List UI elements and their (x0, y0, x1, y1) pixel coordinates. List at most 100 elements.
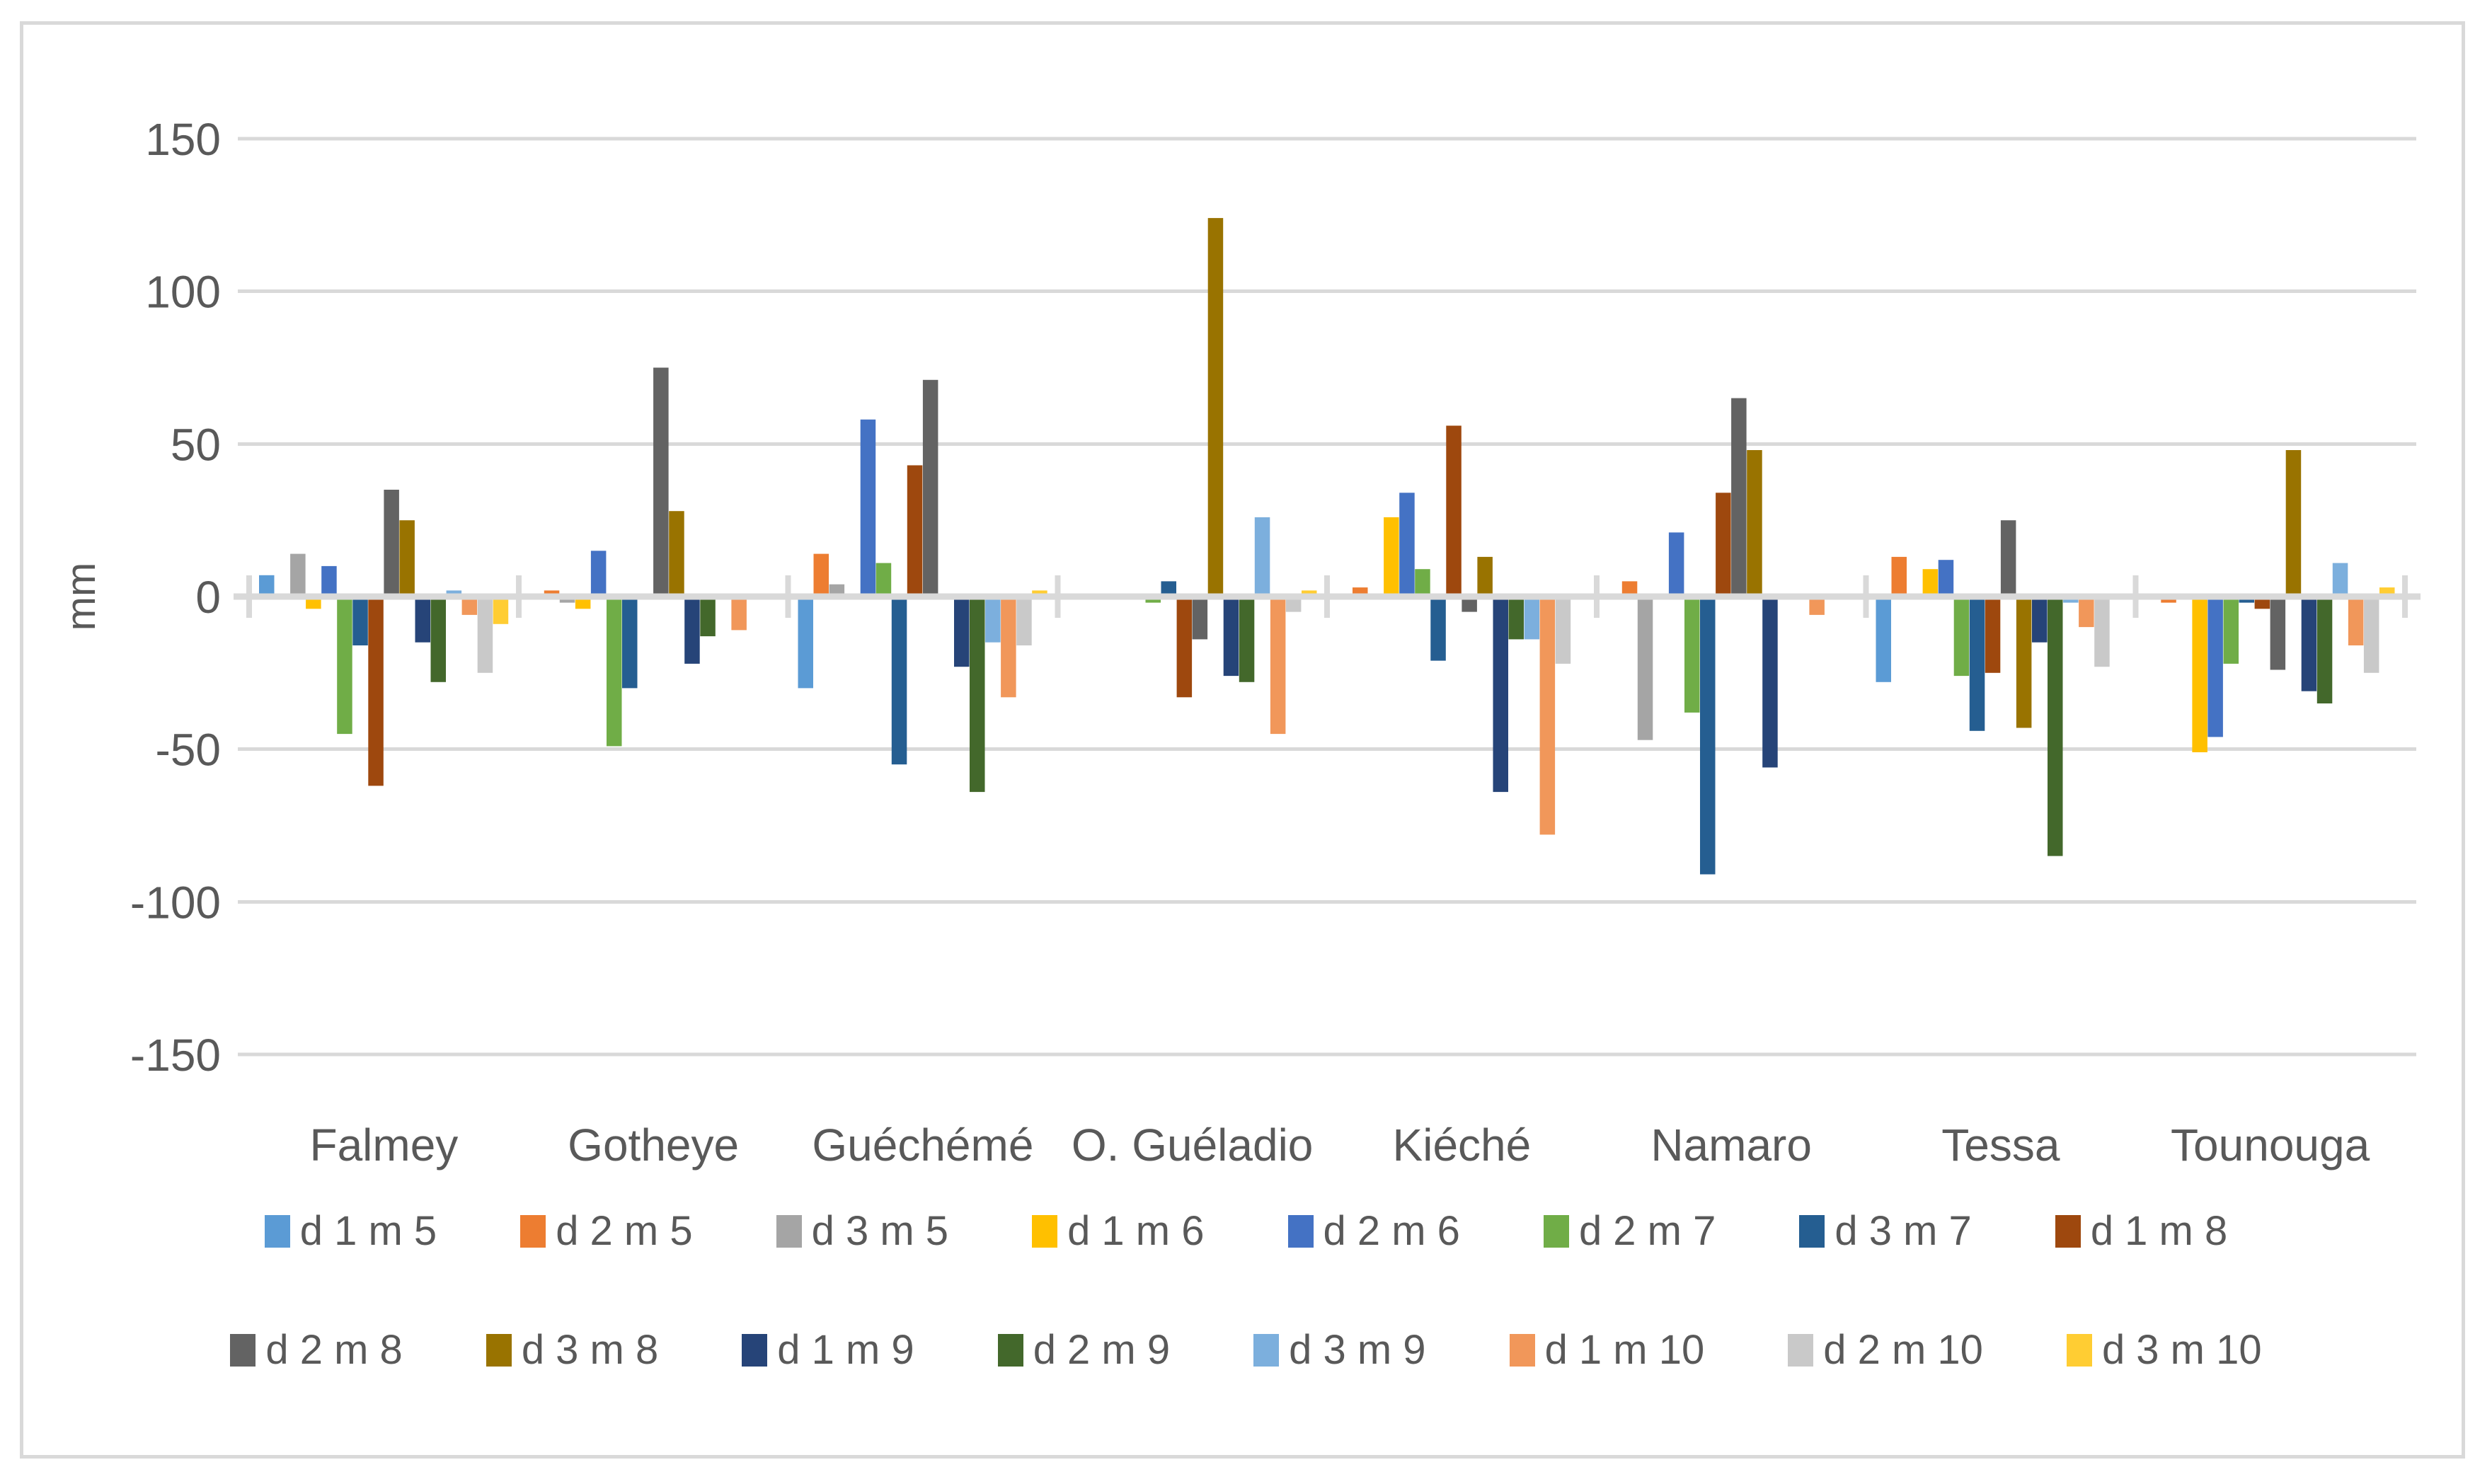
bar-d2m7-Namaro (1684, 597, 1700, 713)
bar-d2m8-Kiéché (1462, 597, 1477, 612)
legend-label: d 2 m 9 (1033, 1327, 1171, 1373)
bar-d3m8-O. Guéladio (1207, 218, 1224, 597)
y-tick-label: 50 (171, 419, 221, 470)
y-tick-label: -100 (130, 877, 221, 928)
legend-item-d2m5: d 2 m 5 (520, 1207, 693, 1255)
bar-d1m6-Tessa (1922, 569, 1939, 597)
bar-d2m8-Guéchémé (922, 379, 938, 597)
bar-d2m6-Kiéché (1399, 493, 1415, 597)
bar-d1m6-Kiéché (1384, 517, 1399, 597)
bar-d1m9-Gotheye (684, 597, 700, 664)
legend-swatch-icon (1543, 1214, 1569, 1248)
x-axis (234, 575, 2421, 618)
legend-swatch-icon (1287, 1214, 1314, 1248)
legend-label: d 2 m 6 (1323, 1208, 1460, 1254)
y-tick-label: 150 (145, 114, 221, 165)
legend-item-d2m6: d 2 m 6 (1287, 1207, 1460, 1255)
bar-d2m5-Tessa (1891, 556, 1907, 597)
category-label-2: Guéchémé (812, 1120, 1033, 1170)
bar-d2m9-Guéchémé (970, 597, 985, 793)
y-axis-tick-labels: 150 100 50 0 -50 -100 -150 (130, 114, 221, 1081)
bar-d2m8-Tessa (2000, 520, 2016, 597)
bar-d1m9-Tounouga (2301, 597, 2317, 691)
legend-item-d1m10: d 1 m 10 (1509, 1326, 1704, 1374)
legend-swatch-icon (2055, 1214, 2081, 1248)
bar-d2m5-Guéchémé (813, 553, 829, 597)
bar-d3m9-Kiéché (1524, 597, 1540, 640)
legend-swatch-icon (1253, 1333, 1280, 1367)
bar-d2m7-Tounouga (2223, 597, 2239, 664)
bar-d2m6-Falmey (321, 565, 337, 597)
bar-d3m7-Kiéché (1430, 597, 1446, 661)
legend-label: d 1 m 6 (1067, 1208, 1205, 1254)
bar-d2m9-Gotheye (700, 597, 716, 637)
category-label-3: O. Guéladio (1072, 1120, 1314, 1170)
bar-d2m6-Tessa (1938, 560, 1954, 597)
legend-row-2: d 2 m 8 d 3 m 8 d 1 m 9 d 2 m 9 d 3 m 9 d 1 m… (0, 1326, 2492, 1374)
bar-d1m8-Guéchémé (907, 465, 923, 597)
bar-d2m10-Guéchémé (1016, 597, 1032, 645)
bar-d1m5-Tessa (1876, 597, 1891, 682)
bar-d2m7-Tessa (1953, 597, 1970, 677)
legend-item-d2m7: d 2 m 7 (1543, 1207, 1716, 1255)
bar-d2m6-Namaro (1668, 532, 1684, 597)
bar-d3m7-O. Guéladio (1161, 581, 1176, 597)
legend-item-d2m9: d 2 m 9 (997, 1326, 1171, 1374)
bar-d3m7-Namaro (1700, 597, 1716, 875)
bar-d1m8-Namaro (1716, 493, 1731, 597)
category-label-7: Tounouga (2171, 1120, 2370, 1170)
legend-label: d 3 m 8 (521, 1327, 659, 1373)
bar-d3m9-O. Guéladio (1254, 517, 1270, 597)
bar-d2m6-Guéchémé (860, 419, 876, 597)
legend-swatch-icon (230, 1333, 256, 1367)
bar-d2m10-Kiéché (1555, 597, 1571, 664)
bar-d2m8-Gotheye (653, 367, 669, 597)
category-label-4: Kiéché (1393, 1120, 1532, 1170)
bar-series (259, 218, 2395, 875)
bar-d1m6-Tounouga (2192, 597, 2207, 752)
bar-d1m10-O. Guéladio (1270, 597, 1286, 735)
bar-d1m10-Kiéché (1539, 597, 1556, 835)
bar-d2m9-Tounouga (2316, 597, 2333, 703)
legend-label: d 2 m 10 (1823, 1327, 1983, 1373)
bar-d2m8-Tounouga (2270, 597, 2286, 670)
bar-d3m8-Kiéché (1477, 556, 1493, 597)
category-label-6: Tessa (1941, 1120, 2060, 1170)
bar-d2m7-Kiéché (1415, 569, 1430, 597)
bar-d2m5-Namaro (1621, 581, 1638, 597)
legend-swatch-icon (776, 1214, 802, 1248)
y-tick-label: 100 (145, 267, 221, 318)
bar-d3m9-Guéchémé (985, 597, 1001, 643)
y-tick-label: -150 (130, 1030, 221, 1081)
legend-swatch-icon (2066, 1333, 2092, 1367)
y-tick-label: -50 (156, 725, 222, 776)
bar-d3m8-Falmey (399, 520, 415, 597)
legend-label: d 1 m 9 (777, 1327, 914, 1373)
legend-item-d3m7: d 3 m 7 (1799, 1207, 1972, 1255)
bar-d3m8-Tounouga (2285, 450, 2302, 597)
bar-d1m8-O. Guéladio (1176, 597, 1193, 698)
bar-d2m10-O. Guéladio (1285, 597, 1302, 612)
legend-row-1: d 1 m 5 d 2 m 5 d 3 m 5 d 1 m 6 d 2 m 6 d 2 m… (0, 1207, 2492, 1255)
bar-d3m7-Guéchémé (891, 597, 907, 765)
legend-item-d3m8: d 3 m 8 (486, 1326, 658, 1374)
bar-d2m9-Tessa (2048, 597, 2063, 856)
y-axis-title: mm (58, 563, 104, 631)
bar-d1m8-Tessa (1985, 597, 2001, 673)
bar-d3m10-Falmey (493, 597, 509, 624)
bar-d1m9-Guéchémé (954, 597, 970, 667)
bar-d3m7-Falmey (352, 597, 368, 645)
bar-d3m7-Tessa (1969, 597, 1985, 731)
bar-d2m10-Falmey (477, 597, 493, 673)
bar-d3m5-Namaro (1637, 597, 1653, 740)
bar-d3m9-Tounouga (2332, 563, 2348, 597)
category-label-0: Falmey (309, 1120, 458, 1170)
legend-item-d1m9: d 1 m 9 (742, 1326, 914, 1374)
bar-d1m8-Falmey (368, 597, 384, 786)
bar-d1m9-Kiéché (1493, 597, 1508, 793)
bar-d2m6-Gotheye (590, 551, 607, 597)
chart-border (20, 21, 2465, 1459)
bar-d2m9-O. Guéladio (1239, 597, 1255, 682)
bar-d1m10-Tessa (2079, 597, 2094, 628)
